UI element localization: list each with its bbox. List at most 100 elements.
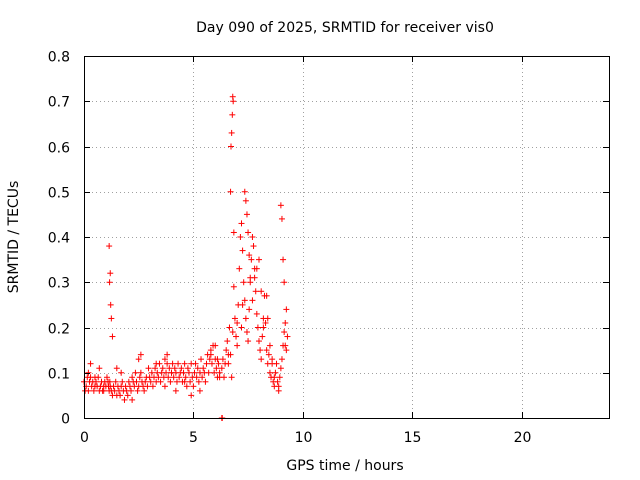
data-point xyxy=(181,378,188,385)
data-point xyxy=(212,342,219,349)
data-point xyxy=(184,365,191,372)
y-axis-title: SRMTID / TECUs xyxy=(6,181,22,294)
data-point xyxy=(96,365,103,372)
data-point xyxy=(231,315,238,322)
data-point xyxy=(199,374,206,381)
data-point xyxy=(82,387,89,394)
data-point xyxy=(263,292,270,299)
data-point xyxy=(211,369,218,376)
data-point xyxy=(141,387,148,394)
data-point xyxy=(136,374,143,381)
y-tick-label: 0.8 xyxy=(48,50,70,66)
data-point xyxy=(250,243,257,250)
data-point xyxy=(170,374,177,381)
x-tick-label: 15 xyxy=(404,430,422,446)
data-point xyxy=(226,324,233,331)
data-point xyxy=(163,369,170,376)
data-point xyxy=(118,369,125,376)
data-point xyxy=(148,369,155,376)
data-point xyxy=(132,369,139,376)
data-point xyxy=(93,378,100,385)
data-point xyxy=(277,202,284,209)
x-tick-labels: 0 5 10 15 20 xyxy=(80,430,531,446)
data-point xyxy=(90,387,97,394)
data-point xyxy=(176,374,183,381)
x-tick-label: 10 xyxy=(295,430,313,446)
data-point xyxy=(106,279,113,286)
data-point xyxy=(230,229,237,236)
data-point xyxy=(241,297,248,304)
data-point xyxy=(157,378,164,385)
data-point xyxy=(223,347,230,354)
data-point xyxy=(246,252,253,259)
data-point xyxy=(275,387,282,394)
data-point xyxy=(117,392,124,399)
data-point xyxy=(278,356,285,363)
data-point xyxy=(259,333,266,340)
y-tick-labels: 0 0.1 0.2 0.3 0.4 0.5 0.6 0.7 0.8 xyxy=(48,50,70,428)
data-point xyxy=(181,360,188,367)
data-point xyxy=(258,356,265,363)
data-point xyxy=(216,374,223,381)
data-point xyxy=(192,360,199,367)
data-point xyxy=(171,365,178,372)
data-point xyxy=(230,283,237,290)
data-point xyxy=(188,392,195,399)
data-point xyxy=(253,265,260,272)
data-point xyxy=(262,319,269,326)
data-point xyxy=(273,360,280,367)
y-tick-label: 0.1 xyxy=(48,367,70,383)
y-tick-label: 0.4 xyxy=(48,231,70,247)
data-point xyxy=(128,387,135,394)
data-point xyxy=(246,306,253,313)
data-point xyxy=(252,288,259,295)
data-point xyxy=(137,351,144,358)
data-point xyxy=(113,365,120,372)
data-point xyxy=(208,360,215,367)
data-point xyxy=(172,387,179,394)
data-point xyxy=(239,301,246,308)
data-point xyxy=(227,351,234,358)
data-point xyxy=(206,356,213,363)
data-point xyxy=(236,265,243,272)
data-point xyxy=(147,378,154,385)
data-point xyxy=(245,229,252,236)
data-point xyxy=(281,279,288,286)
data-point xyxy=(251,274,258,281)
data-point xyxy=(133,378,140,385)
data-point xyxy=(263,347,270,354)
data-point xyxy=(134,387,141,394)
data-point xyxy=(282,342,289,349)
data-point xyxy=(242,197,249,204)
data-point xyxy=(230,98,237,105)
data-point xyxy=(100,387,107,394)
data-point xyxy=(269,356,276,363)
data-point xyxy=(234,342,241,349)
data-point xyxy=(168,369,175,376)
data-point xyxy=(129,374,136,381)
data-point xyxy=(218,365,225,372)
data-points xyxy=(81,93,291,421)
data-point xyxy=(165,374,172,381)
data-point xyxy=(175,360,182,367)
data-point xyxy=(135,356,142,363)
data-point xyxy=(239,247,246,254)
data-point xyxy=(91,374,98,381)
data-point xyxy=(207,351,214,358)
data-point xyxy=(234,319,241,326)
data-point xyxy=(245,338,252,345)
data-point xyxy=(103,374,110,381)
data-point xyxy=(129,396,136,403)
data-point xyxy=(266,369,273,376)
data-point xyxy=(180,369,187,376)
data-point xyxy=(178,365,185,372)
data-point xyxy=(228,129,235,136)
data-point xyxy=(124,392,131,399)
data-point xyxy=(190,383,197,390)
data-point xyxy=(283,347,290,354)
data-point xyxy=(215,360,222,367)
data-point xyxy=(243,329,250,336)
data-point xyxy=(183,383,190,390)
data-point xyxy=(161,356,168,363)
